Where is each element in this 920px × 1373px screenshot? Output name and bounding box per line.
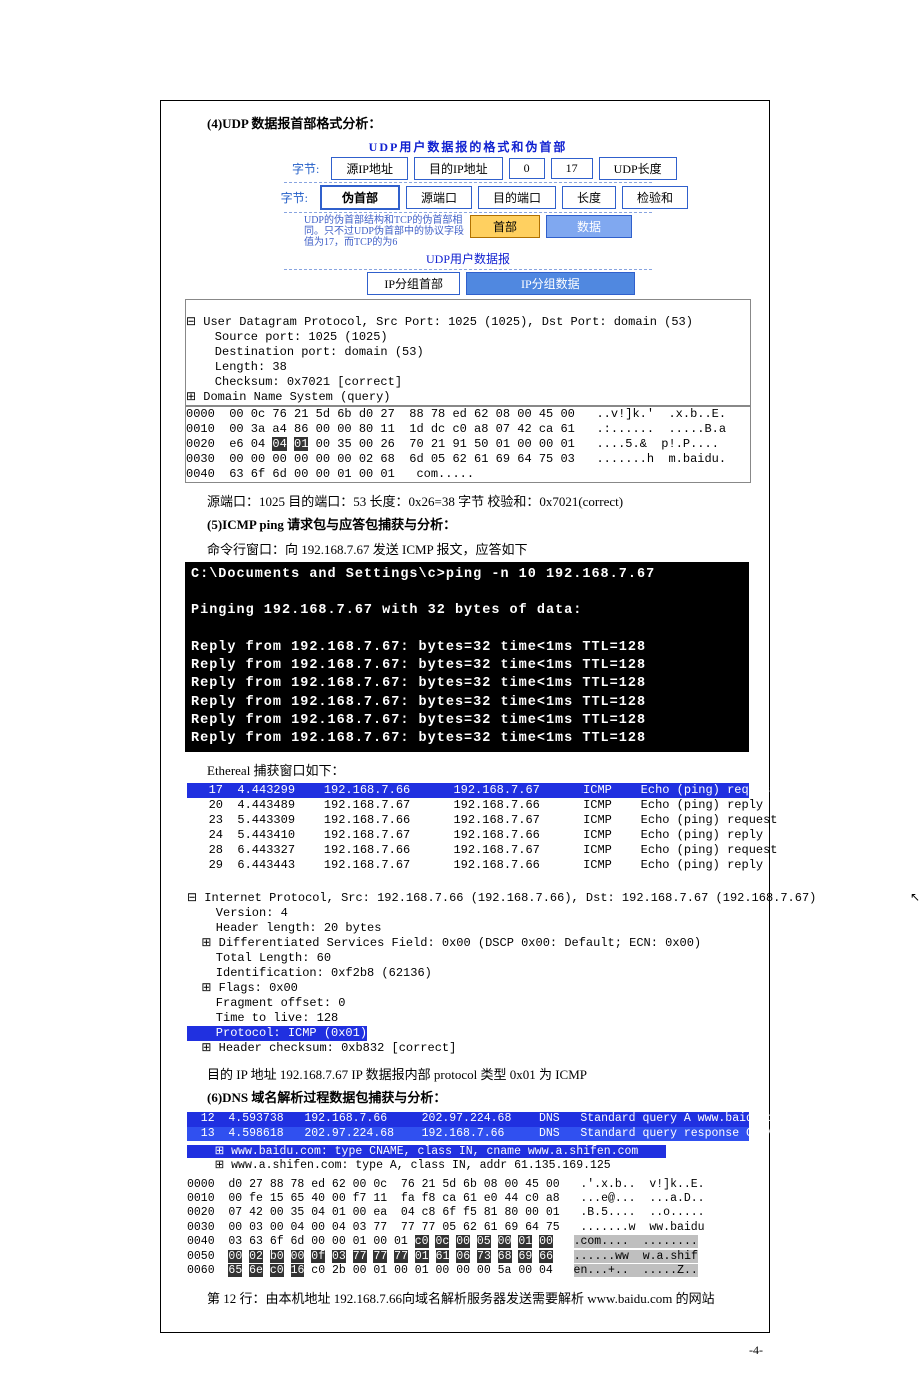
- dns-answers: ⊞ www.baidu.com: type CNAME, class IN, c…: [187, 1145, 749, 1174]
- tree-line: Checksum: 0x7021 [correct]: [186, 375, 402, 389]
- tree-line: ⊟ Internet Protocol, Src: 192.168.7.66 (…: [187, 891, 816, 905]
- udp-detail-tree: ⊟ User Datagram Protocol, Src Port: 1025…: [185, 299, 751, 406]
- box-data: 数据: [546, 215, 632, 238]
- tree-line: Identification: 0xf2b8 (62136): [187, 966, 432, 980]
- byte-label: 字节:: [259, 160, 319, 177]
- box-ip-data: IP分组数据: [466, 272, 635, 295]
- section-5-title: (5)ICMP ping 请求包与应答包捕获与分析：: [207, 514, 751, 533]
- tree-line: ⊞ Domain Name System (query): [186, 390, 391, 404]
- box-src-ip: 源IP地址: [331, 157, 408, 180]
- box-dstport: 目的端口: [478, 186, 556, 209]
- box-pseudohdr: 伪首部: [320, 185, 400, 210]
- box-zero: 0: [509, 158, 545, 179]
- ip-summary: 目的 IP 地址 192.168.7.67 IP 数据报内部 protocol …: [207, 1064, 751, 1083]
- byte-label-2: 字节:: [248, 189, 308, 206]
- udp-diagram: UDP用户数据报的格式和伪首部 字节: 源IP地址 目的IP地址 0 17 UD…: [185, 138, 751, 295]
- box-ip-header: IP分组首部: [367, 272, 460, 295]
- diagram-caption: UDP用户数据报: [185, 250, 751, 267]
- section-6-title: (6)DNS 域名解析过程数据包捕获与分析：: [207, 1087, 751, 1106]
- tree-line: ⊟ User Datagram Protocol, Src Port: 1025…: [186, 315, 693, 329]
- tree-line: Destination port: domain (53): [186, 345, 424, 359]
- tree-line: ⊞ Header checksum: 0xb832 [correct]: [187, 1041, 456, 1055]
- tree-line: Fragment offset: 0: [187, 996, 345, 1010]
- box-length: 长度: [562, 186, 616, 209]
- cmd-intro: 命令行窗口：向 192.168.7.67 发送 ICMP 报文，应答如下: [207, 539, 751, 558]
- ethereal-intro: Ethereal 捕获窗口如下：: [207, 760, 751, 779]
- footer-text: 第 12 行：由本机地址 192.168.7.66向域名解析服务器发送需要解析 …: [207, 1288, 751, 1307]
- box-srcport: 源端口: [406, 186, 472, 209]
- dns-packet-list: 12 4.593738 192.168.7.66 202.97.224.68 D…: [187, 1112, 749, 1141]
- cursor-icon: ↖: [910, 890, 920, 904]
- box-dst-ip: 目的IP地址: [414, 157, 503, 180]
- terminal-output: C:\Documents and Settings\c>ping -n 10 1…: [185, 562, 749, 752]
- udp-hex-dump: 0000 00 0c 76 21 5d 6b d0 27 88 78 ed 62…: [185, 406, 751, 483]
- tree-line: Time to live: 128: [187, 1011, 338, 1025]
- box-header: 首部: [470, 215, 540, 238]
- box-udplen: UDP长度: [599, 157, 677, 180]
- dns-hex-dump: 0000 d0 27 88 78 ed 62 00 0c 76 21 5d 6b…: [187, 1178, 749, 1279]
- section-4-title: (4)UDP 数据报首部格式分析：: [207, 113, 751, 132]
- tree-line: Source port: 1025 (1025): [186, 330, 388, 344]
- box-checksum: 检验和: [622, 186, 688, 209]
- box-proto: 17: [551, 158, 593, 179]
- diagram-note: UDP的伪首部结构和TCP的伪首部相同。只不过UDP伪首部中的协议字段值为17，…: [304, 215, 464, 248]
- tree-line: Header length: 20 bytes: [187, 921, 381, 935]
- packet-list: 17 4.443299 192.168.7.66 192.168.7.67 IC…: [187, 783, 749, 873]
- ip-detail-tree: ⊟ Internet Protocol, Src: 192.168.7.66 (…: [187, 875, 751, 1056]
- page-number: -4-: [749, 1343, 763, 1358]
- tree-line-protocol: Protocol: ICMP (0x01): [187, 1026, 367, 1041]
- page-content: (4)UDP 数据报首部格式分析： UDP用户数据报的格式和伪首部 字节: 源I…: [160, 100, 770, 1333]
- tree-line: Length: 38: [186, 360, 287, 374]
- tree-line: ⊞ Flags: 0x00: [187, 981, 298, 995]
- udp-summary: 源端口：1025 目的端口：53 长度：0x26=38 字节 校验和：0x702…: [207, 491, 751, 510]
- diagram-title: UDP用户数据报的格式和伪首部: [185, 138, 751, 155]
- tree-line: Total Length: 60: [187, 951, 331, 965]
- tree-line: ⊞ Differentiated Services Field: 0x00 (D…: [187, 936, 701, 950]
- tree-line: Version: 4: [187, 906, 288, 920]
